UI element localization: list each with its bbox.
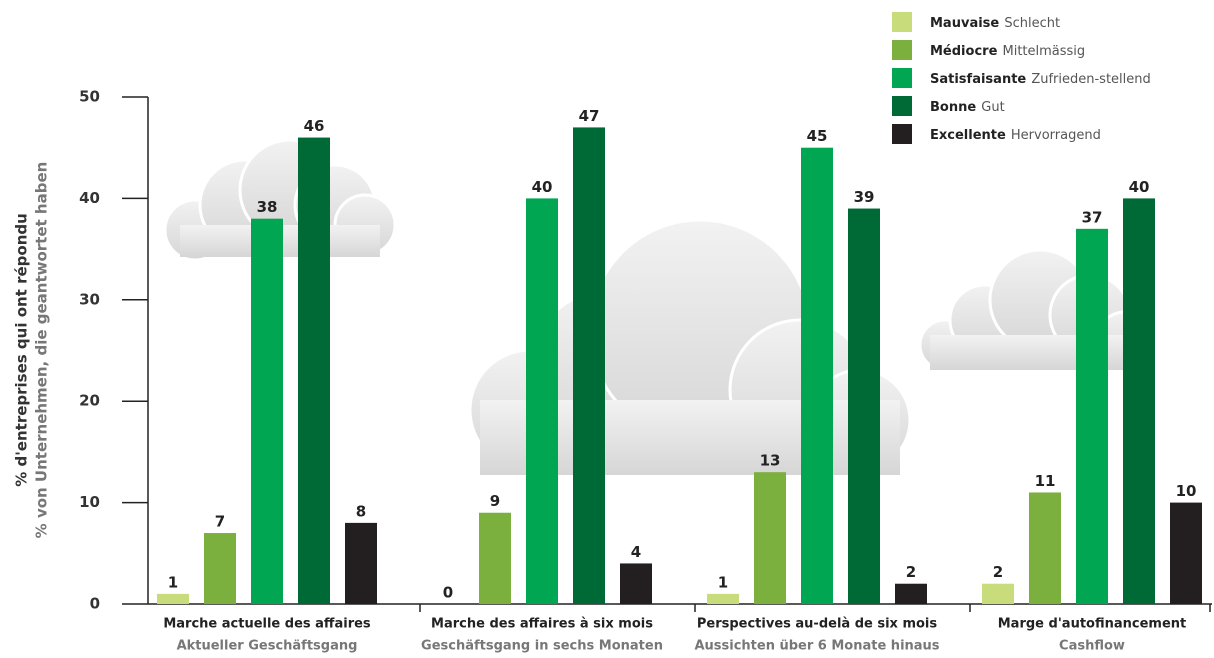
data-label: 38 xyxy=(257,198,278,216)
legend-label: Excellente Hervorragend xyxy=(930,125,1101,144)
legend-swatch xyxy=(892,68,912,88)
bar xyxy=(754,472,786,604)
bar xyxy=(707,593,739,604)
data-label: 40 xyxy=(532,178,553,196)
legend-label-de: Gut xyxy=(981,100,1004,115)
y-tick-label: 50 xyxy=(79,88,100,106)
data-label: 9 xyxy=(490,492,500,510)
legend-label: Satisfaisante Zufrieden-stellend xyxy=(930,69,1151,88)
legend-label-de: Zufrieden-stellend xyxy=(1031,72,1150,87)
bar xyxy=(573,127,605,605)
bar xyxy=(801,147,833,604)
data-label: 4 xyxy=(631,543,641,561)
legend-label-de: Mittelmässig xyxy=(1002,44,1085,59)
data-label: 11 xyxy=(1035,472,1056,490)
legend-label-de: Hervorragend xyxy=(1011,128,1101,143)
bar xyxy=(526,198,558,604)
bar xyxy=(620,563,652,604)
data-label: 45 xyxy=(807,127,828,145)
data-label: 8 xyxy=(356,502,366,520)
data-label: 1 xyxy=(718,573,728,591)
legend-label-de: Schlecht xyxy=(1004,16,1060,31)
y-axis-title: % d'entreprises qui ont répondu xyxy=(13,213,31,487)
legend-swatch xyxy=(892,12,912,32)
bar xyxy=(251,218,283,604)
x-tick-label: Aktueller Geschäftsgang xyxy=(177,639,358,654)
legend-swatch xyxy=(892,40,912,60)
bar xyxy=(204,533,236,604)
y-tick-label: 40 xyxy=(79,189,100,207)
x-tick-label: Marche des affaires à six mois xyxy=(431,617,653,632)
data-label: 2 xyxy=(906,563,916,581)
y-tick-label: 30 xyxy=(79,290,100,308)
legend-label: Médiocre Mittelmässig xyxy=(930,41,1085,60)
legend-swatch xyxy=(892,96,912,116)
x-tick-label: Geschäftsgang in sechs Monaten xyxy=(421,639,663,654)
y-axis-title: % von Unternehmen, die geantwortet haben xyxy=(33,162,51,539)
x-tick-label: Marche actuelle des affaires xyxy=(163,617,371,632)
data-label: 39 xyxy=(854,188,875,206)
y-tick-label: 0 xyxy=(90,595,100,613)
legend-label: Mauvaise Schlecht xyxy=(930,13,1060,32)
data-label: 7 xyxy=(215,513,225,531)
legend-swatch xyxy=(892,124,912,144)
bar xyxy=(298,137,330,604)
data-label: 37 xyxy=(1082,208,1103,226)
bar xyxy=(982,583,1014,604)
bar xyxy=(479,512,511,604)
data-label: 47 xyxy=(579,107,600,125)
x-tick-label: Aussichten über 6 Monate hinaus xyxy=(694,639,939,654)
legend-label-fr: Mauvaise xyxy=(930,16,999,31)
x-tick-label: Cashflow xyxy=(1059,639,1125,654)
bar xyxy=(345,522,377,604)
legend-label-fr: Excellente xyxy=(930,128,1006,143)
bar xyxy=(1076,228,1108,604)
data-label: 10 xyxy=(1176,482,1197,500)
bar xyxy=(1029,492,1061,604)
x-tick-label: Perspectives au-delà de six mois xyxy=(697,617,938,632)
data-label: 2 xyxy=(993,563,1003,581)
data-label: 40 xyxy=(1129,178,1150,196)
y-tick-label: 10 xyxy=(79,493,100,511)
bar xyxy=(157,593,189,604)
data-label: 0 xyxy=(443,584,453,602)
bar xyxy=(848,208,880,605)
legend-label: Bonne Gut xyxy=(930,97,1005,116)
data-label: 1 xyxy=(168,573,178,591)
legend-label-fr: Bonne xyxy=(930,100,976,115)
x-tick-label: Marge d'autofinancement xyxy=(998,617,1187,632)
legend-label-fr: Médiocre xyxy=(930,44,998,59)
bar xyxy=(1170,502,1202,604)
bar xyxy=(895,583,927,604)
y-tick-label: 20 xyxy=(79,392,100,410)
data-label: 46 xyxy=(304,117,325,135)
bar xyxy=(1123,198,1155,604)
legend-label-fr: Satisfaisante xyxy=(930,72,1026,87)
data-label: 13 xyxy=(760,452,781,470)
